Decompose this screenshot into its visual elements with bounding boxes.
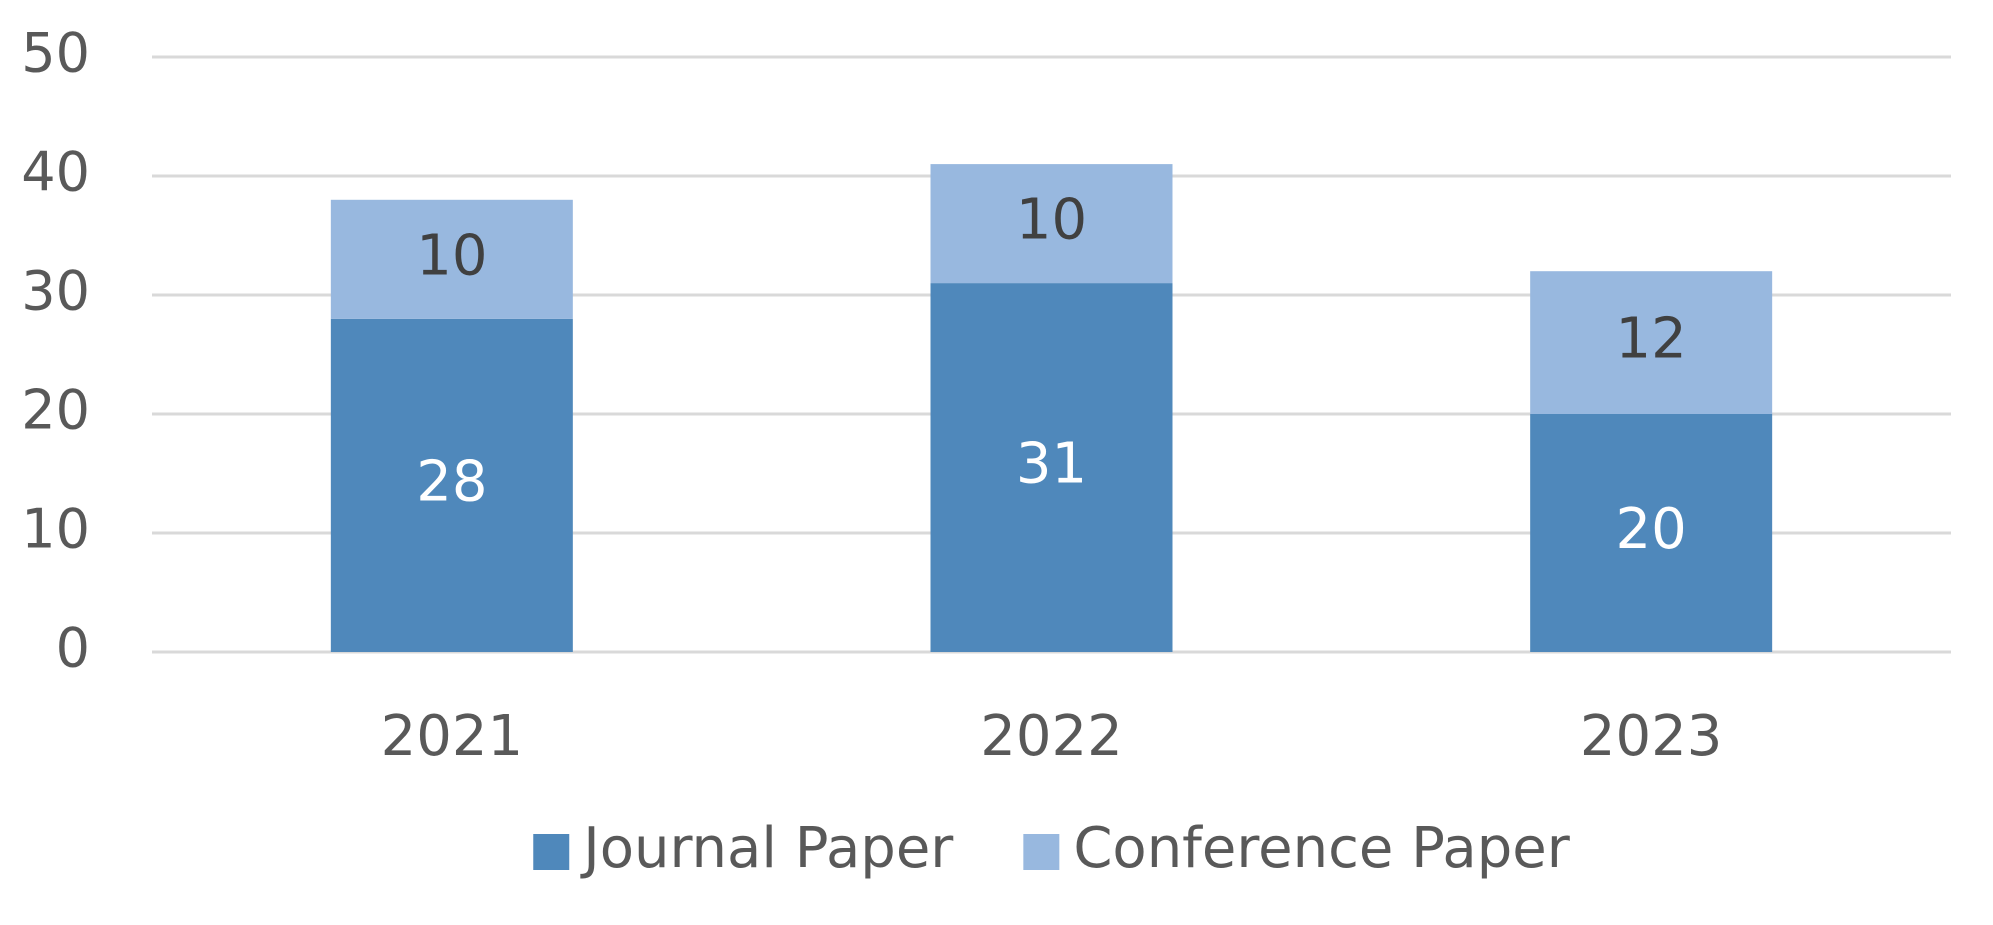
bar-segment: [330, 199, 573, 319]
bar-segment: [1530, 414, 1773, 652]
data-label: 10: [1016, 188, 1087, 253]
y-tick-label: 50: [21, 22, 90, 85]
legend-label: Conference Paper: [1073, 816, 1570, 881]
data-label: 10: [416, 223, 487, 288]
bar-segment: [930, 164, 1173, 284]
legend-label: Journal Paper: [580, 816, 954, 881]
y-tick-label: 30: [21, 260, 90, 323]
y-tick-label: 0: [56, 617, 90, 680]
x-tick-label: 2022: [980, 704, 1123, 769]
bar-segment: [1530, 271, 1773, 414]
bar-segment: [330, 318, 573, 652]
x-tick-label: 2021: [381, 704, 524, 769]
data-label: 12: [1616, 307, 1687, 372]
legend-swatch: [1023, 834, 1060, 870]
data-label: 31: [1016, 432, 1087, 497]
legend-swatch: [533, 834, 570, 870]
y-tick-label: 20: [21, 379, 90, 442]
x-tick-label: 2023: [1580, 704, 1723, 769]
data-label: 20: [1616, 497, 1687, 562]
data-label: 28: [416, 450, 487, 515]
y-tick-label: 10: [21, 498, 90, 561]
y-tick-label: 40: [21, 141, 90, 204]
bar-segment: [930, 283, 1173, 652]
